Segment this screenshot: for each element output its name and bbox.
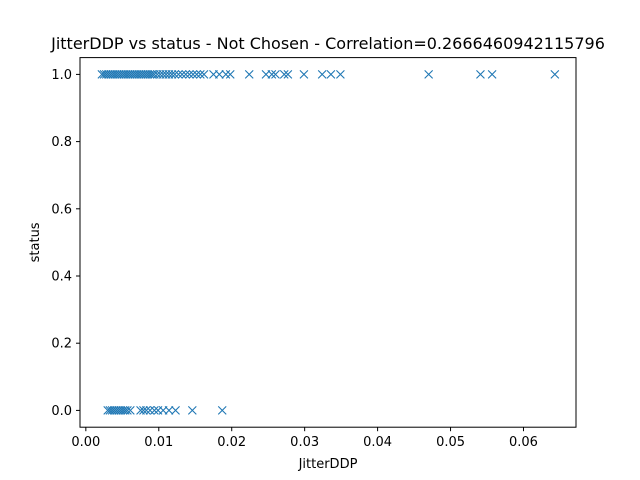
data-point-marker xyxy=(104,70,113,79)
data-point-marker xyxy=(177,70,187,79)
data-point-marker xyxy=(214,70,224,79)
data-point-marker xyxy=(139,70,148,79)
y-tick-label: 0.6 xyxy=(51,202,72,217)
data-point-marker xyxy=(103,406,113,415)
data-point-marker xyxy=(112,406,121,415)
y-tick-label: 0.8 xyxy=(51,135,72,150)
y-tick-label: 0.4 xyxy=(51,270,72,285)
data-point-marker xyxy=(271,70,280,79)
data-point-marker xyxy=(139,406,148,415)
data-point-marker xyxy=(164,406,174,415)
data-point-marker xyxy=(170,70,180,79)
data-point-marker xyxy=(550,70,560,79)
data-point-marker xyxy=(125,406,135,415)
data-point-marker xyxy=(119,70,129,79)
data-point-marker xyxy=(106,70,116,79)
data-point-marker xyxy=(105,406,115,415)
x-tick-label: 0.01 xyxy=(144,435,173,450)
data-point-marker xyxy=(118,406,128,415)
y-tick-label: 1.0 xyxy=(51,68,72,83)
x-tick-label: 0.02 xyxy=(217,435,246,450)
data-point-marker xyxy=(132,70,142,79)
data-point-marker xyxy=(317,70,327,79)
data-point-marker xyxy=(476,70,485,79)
data-points xyxy=(97,70,560,415)
data-point-marker xyxy=(150,406,159,415)
x-tick-label: 0.04 xyxy=(363,435,392,450)
x-axis-label: JitterDDP xyxy=(298,457,358,472)
data-point-marker xyxy=(130,70,140,79)
data-point-marker xyxy=(117,70,126,79)
data-point-marker xyxy=(299,70,309,79)
data-point-marker xyxy=(101,70,111,79)
data-point-marker xyxy=(336,70,345,79)
data-point-marker xyxy=(195,70,205,79)
data-point-marker xyxy=(125,70,135,79)
x-tick-label: 0.06 xyxy=(509,435,538,450)
data-point-marker xyxy=(225,70,235,79)
data-point-marker xyxy=(167,70,177,79)
data-point-marker xyxy=(141,70,151,79)
data-point-marker xyxy=(221,70,231,79)
y-axis-ticks: 0.0 0.2 0.4 0.6 0.8 1.0 xyxy=(51,68,80,419)
data-point-marker xyxy=(145,70,155,79)
data-point-marker xyxy=(99,70,109,79)
data-point-marker xyxy=(199,70,209,79)
data-point-marker xyxy=(181,70,191,79)
y-tick-label: 0.0 xyxy=(51,404,72,419)
data-point-marker xyxy=(143,70,153,79)
data-point-marker xyxy=(134,70,144,79)
data-point-marker xyxy=(424,70,434,79)
data-point-marker xyxy=(123,70,133,79)
data-point-marker xyxy=(121,70,131,79)
plot-frame xyxy=(79,57,577,428)
data-point-marker xyxy=(97,70,107,79)
data-point-marker xyxy=(244,70,254,79)
data-point-marker xyxy=(136,70,146,79)
x-tick-label: 0.05 xyxy=(436,435,465,450)
data-point-marker xyxy=(110,70,120,79)
data-point-marker xyxy=(283,70,293,79)
data-point-marker xyxy=(185,70,194,79)
data-point-marker xyxy=(109,406,119,415)
data-point-marker xyxy=(108,70,118,79)
y-axis-label: status xyxy=(28,222,43,262)
data-point-marker xyxy=(114,406,124,415)
data-point-marker xyxy=(128,70,137,79)
data-point-marker xyxy=(217,406,227,415)
data-point-marker xyxy=(114,70,124,79)
data-point-marker xyxy=(112,70,122,79)
data-point-marker xyxy=(116,406,126,415)
data-point-marker xyxy=(107,406,117,415)
data-point-marker xyxy=(145,406,155,415)
data-point-marker xyxy=(188,70,198,79)
chart-title: JitterDDP vs status - Not Chosen - Corre… xyxy=(50,34,605,53)
data-point-marker xyxy=(326,70,336,79)
data-point-marker xyxy=(123,406,132,415)
y-tick-label: 0.2 xyxy=(51,337,72,352)
data-point-marker xyxy=(171,406,180,415)
data-point-marker xyxy=(487,70,497,79)
data-point-marker xyxy=(187,406,197,415)
data-point-marker xyxy=(192,70,202,79)
data-point-marker xyxy=(141,406,151,415)
x-tick-label: 0.00 xyxy=(71,435,100,450)
x-tick-label: 0.03 xyxy=(290,435,319,450)
data-point-marker xyxy=(279,70,289,79)
x-axis-ticks: 0.00 0.01 0.02 0.03 0.04 0.05 0.06 xyxy=(71,427,538,450)
data-point-marker xyxy=(174,70,183,79)
data-point-marker xyxy=(267,70,277,79)
